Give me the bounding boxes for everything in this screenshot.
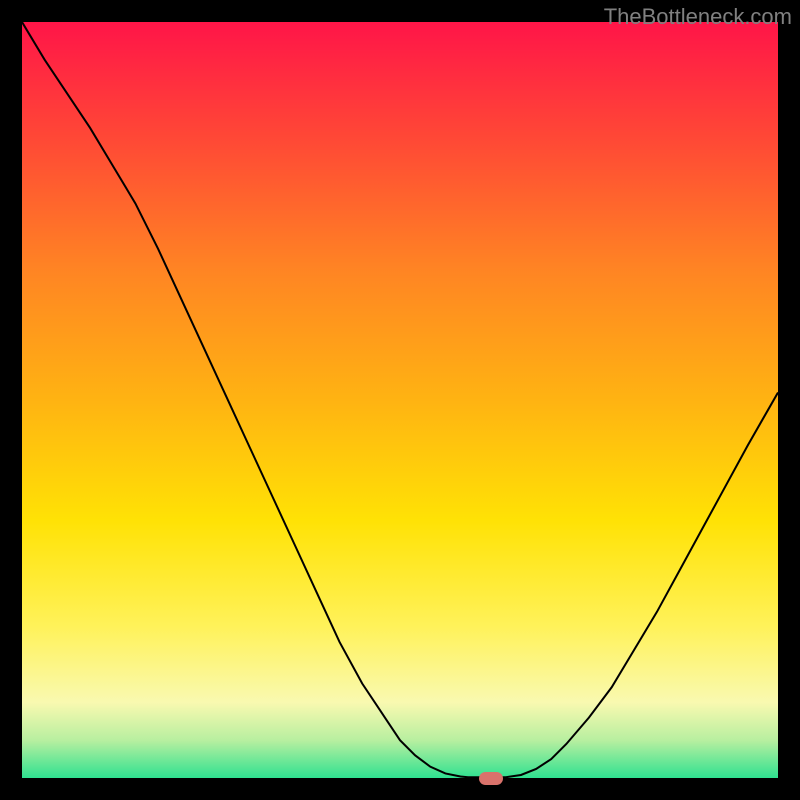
chart-container: TheBottleneck.com [0, 0, 800, 800]
optimum-marker [479, 772, 503, 785]
gradient-background [22, 22, 778, 778]
plot-area [22, 22, 778, 778]
watermark-text: TheBottleneck.com [604, 4, 792, 30]
plot-svg [22, 22, 778, 778]
